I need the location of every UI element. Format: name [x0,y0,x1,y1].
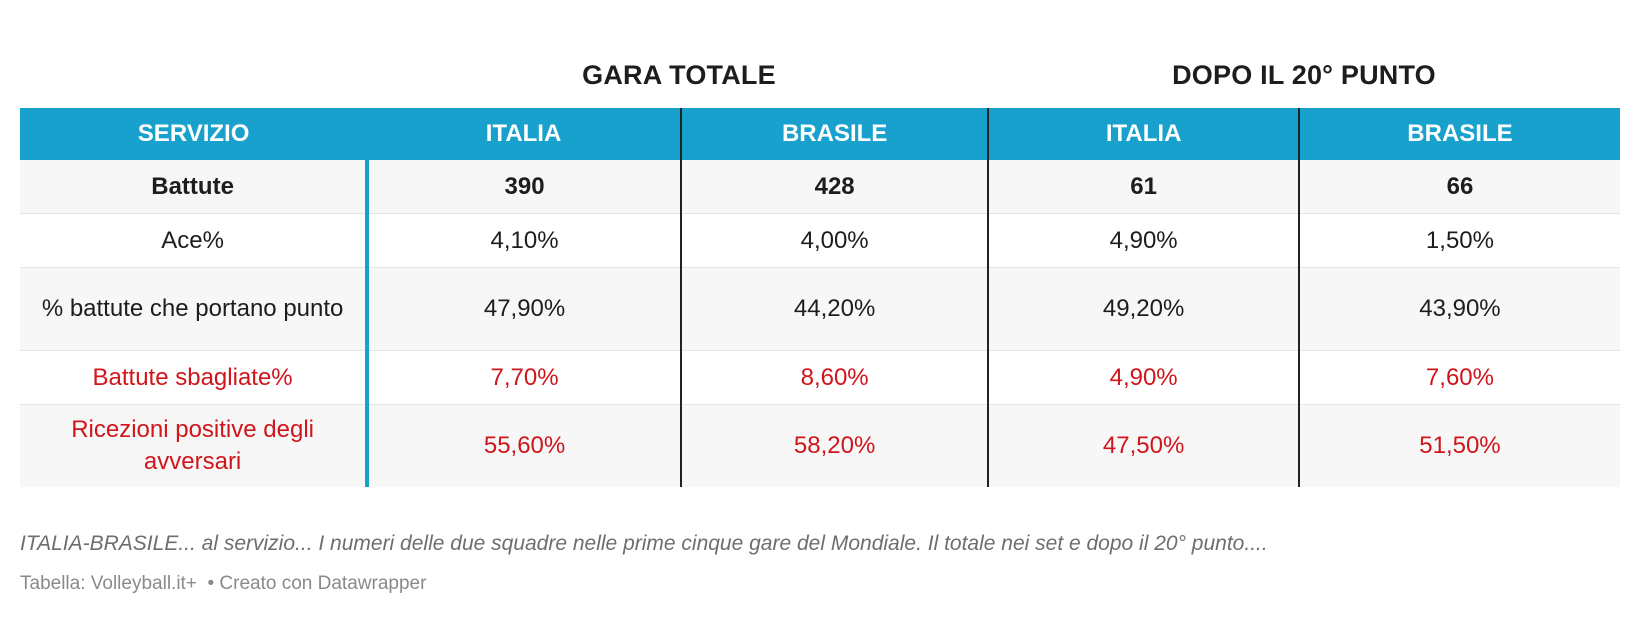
table-notes: ITALIA-BRASILE... al servizio... I numer… [20,532,1268,555]
table-cell: 61 [988,160,1300,214]
table-cell: 44,20% [680,267,990,351]
table-cell: 47,90% [367,267,682,351]
table-cell: 58,20% [680,404,990,487]
row-label: Ricezioni positive degli avversari [20,404,370,487]
source-link[interactable]: Tabella: Volleyball.it+ [20,573,197,594]
table-row: Battute sbagliate% 7,70% 8,60% 4,90% 7,6… [20,350,1620,405]
table-cell: 1,50% [1298,213,1620,268]
table-row: Ricezioni positive degli avversari 55,60… [20,404,1620,487]
group-header-gara-totale: GARA TOTALE [582,60,776,90]
column-header-servizio[interactable]: SERVIZIO [20,108,368,160]
table-row: Ace% 4,10% 4,00% 4,90% 1,50% [20,213,1620,268]
table-row: % battute che portano punto 47,90% 44,20… [20,267,1620,351]
table-cell: 4,90% [988,213,1300,268]
table-row: Battute 390 428 61 66 [20,160,1620,214]
credit-text[interactable]: • Creato con Datawrapper [207,573,427,594]
table-cell: 66 [1298,160,1620,214]
table-cell: 51,50% [1298,404,1620,487]
table-cell: 4,10% [367,213,682,268]
row-label: Battute [20,160,370,214]
table-cell: 4,90% [988,350,1300,405]
group-headers: GARA TOTALE DOPO IL 20° PUNTO [20,50,1620,100]
column-header-brasile-totale[interactable]: BRASILE [680,108,990,160]
column-header-italia-dopo-20[interactable]: ITALIA [988,108,1300,160]
column-header-italia-totale[interactable]: ITALIA [367,108,682,160]
table-cell: 390 [367,160,682,214]
row-label: Ace% [20,213,370,268]
table-cell: 47,50% [988,404,1300,487]
table-cell: 4,00% [680,213,990,268]
table-cell: 8,60% [680,350,990,405]
row-label: % battute che portano punto [20,267,370,351]
row-label: Battute sbagliate% [20,350,370,405]
group-header-dopo-20-punto: DOPO IL 20° PUNTO [1172,60,1436,90]
table-cell: 49,20% [988,267,1300,351]
footer: Tabella: Volleyball.it+ • Creato con Dat… [20,573,1620,595]
table-cell: 7,70% [367,350,682,405]
stats-table: SERVIZIO ITALIA BRASILE ITALIA BRASILE B… [20,108,1620,487]
table-cell: 428 [680,160,990,214]
table-cell: 55,60% [367,404,682,487]
table-cell: 7,60% [1298,350,1620,405]
column-header-brasile-dopo-20[interactable]: BRASILE [1298,108,1620,160]
table-cell: 43,90% [1298,267,1620,351]
header-row: SERVIZIO ITALIA BRASILE ITALIA BRASILE [20,108,1620,160]
